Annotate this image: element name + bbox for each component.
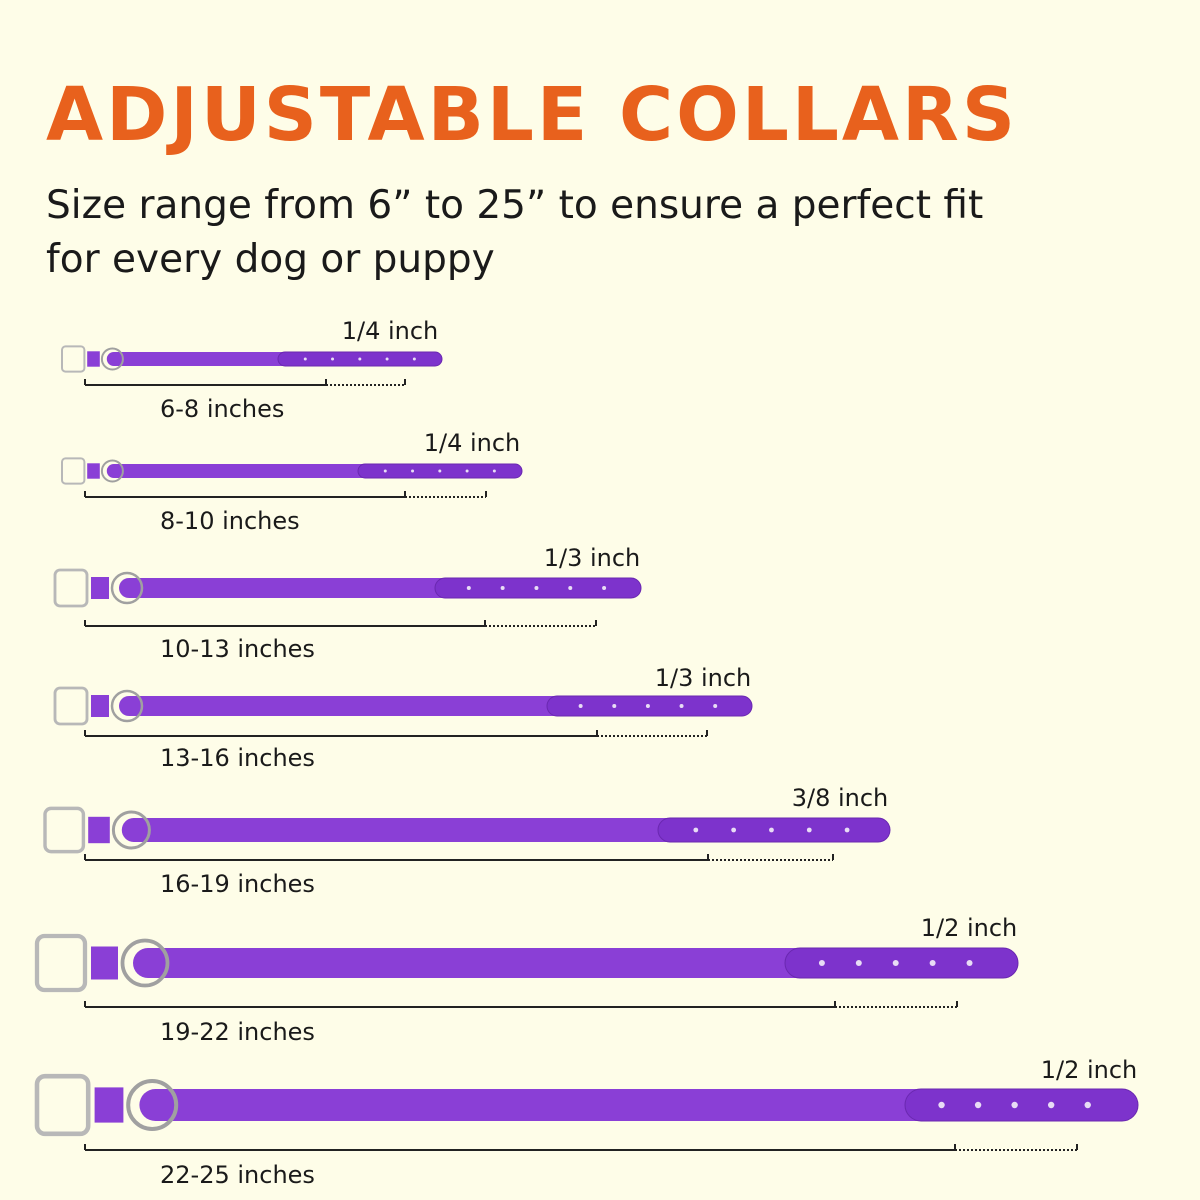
collar-tail	[784, 947, 1019, 979]
buckle	[43, 806, 86, 854]
collar-hole	[806, 827, 812, 833]
collar-hole	[331, 357, 335, 361]
collar-hole	[1047, 1101, 1055, 1109]
d-ring	[126, 1079, 179, 1131]
width-label: 1/4 inch	[424, 429, 521, 457]
collar-tail	[657, 817, 891, 843]
collar-hole	[303, 357, 307, 361]
collar-hole	[612, 704, 617, 708]
size-label: 22-25 inches	[160, 1161, 315, 1189]
d-ring	[100, 347, 124, 371]
collar-hole	[929, 960, 936, 966]
collar-hole	[358, 357, 362, 361]
d-ring	[110, 689, 144, 723]
collar-hole	[578, 704, 583, 708]
collar-hole	[411, 469, 415, 473]
collar-hole	[568, 586, 573, 590]
collar-hole	[844, 827, 850, 833]
collar-hole	[602, 586, 607, 590]
collar-hole	[855, 960, 862, 966]
width-label: 1/4 inch	[342, 317, 439, 345]
collar-hole	[966, 960, 973, 966]
buckle	[61, 345, 86, 373]
keeper	[88, 816, 110, 844]
width-label: 3/8 inch	[792, 784, 889, 812]
buckle	[34, 1073, 91, 1137]
d-ring	[120, 938, 170, 988]
collar-hole	[492, 469, 496, 473]
collar-hole	[1011, 1101, 1018, 1109]
width-label: 1/2 inch	[921, 914, 1018, 942]
width-label: 1/3 inch	[655, 664, 752, 692]
d-ring	[100, 459, 124, 483]
collar-hole	[385, 357, 389, 361]
keeper	[91, 577, 109, 599]
collar-hole	[769, 827, 774, 833]
keeper	[91, 946, 118, 980]
collar-strap	[139, 1089, 1138, 1121]
collar-hole	[412, 357, 416, 361]
collar-hole	[974, 1101, 982, 1109]
size-label: 10-13 inches	[160, 635, 315, 663]
size-label: 13-16 inches	[160, 744, 315, 772]
buckle	[53, 568, 89, 608]
collar-hole	[1084, 1101, 1091, 1109]
collar-hole	[818, 960, 825, 966]
collar-hole	[679, 704, 684, 708]
collar-hole	[383, 469, 387, 473]
collar-hole	[534, 586, 539, 590]
buckle	[61, 457, 86, 485]
width-label: 1/3 inch	[544, 544, 641, 572]
d-ring	[111, 810, 151, 850]
title: ADJUSTABLE COLLARS	[46, 72, 1018, 158]
buckle	[53, 686, 89, 726]
collar-tail	[904, 1088, 1139, 1122]
d-ring	[110, 571, 144, 605]
keeper	[87, 463, 100, 479]
collar-hole	[500, 586, 505, 590]
collar-hole	[713, 704, 718, 708]
collar-hole	[465, 469, 469, 473]
size-label: 6-8 inches	[160, 395, 284, 423]
subtitle-line: Size range from 6” to 25” to ensure a pe…	[46, 183, 983, 228]
collar-hole	[438, 469, 442, 473]
size-label: 16-19 inches	[160, 870, 315, 898]
subtitle-line: for every dog or puppy	[46, 237, 495, 282]
collar-hole	[693, 827, 699, 833]
collar-hole	[892, 960, 899, 966]
collar-hole	[731, 827, 737, 833]
keeper	[91, 695, 109, 717]
keeper	[94, 1087, 124, 1123]
size-label: 19-22 inches	[160, 1018, 315, 1046]
size-label: 8-10 inches	[160, 507, 300, 535]
keeper	[87, 351, 100, 367]
collar-hole	[645, 704, 650, 708]
collar-hole	[938, 1101, 945, 1109]
buckle	[34, 933, 88, 993]
width-label: 1/2 inch	[1041, 1056, 1138, 1084]
collar-hole	[466, 586, 471, 590]
